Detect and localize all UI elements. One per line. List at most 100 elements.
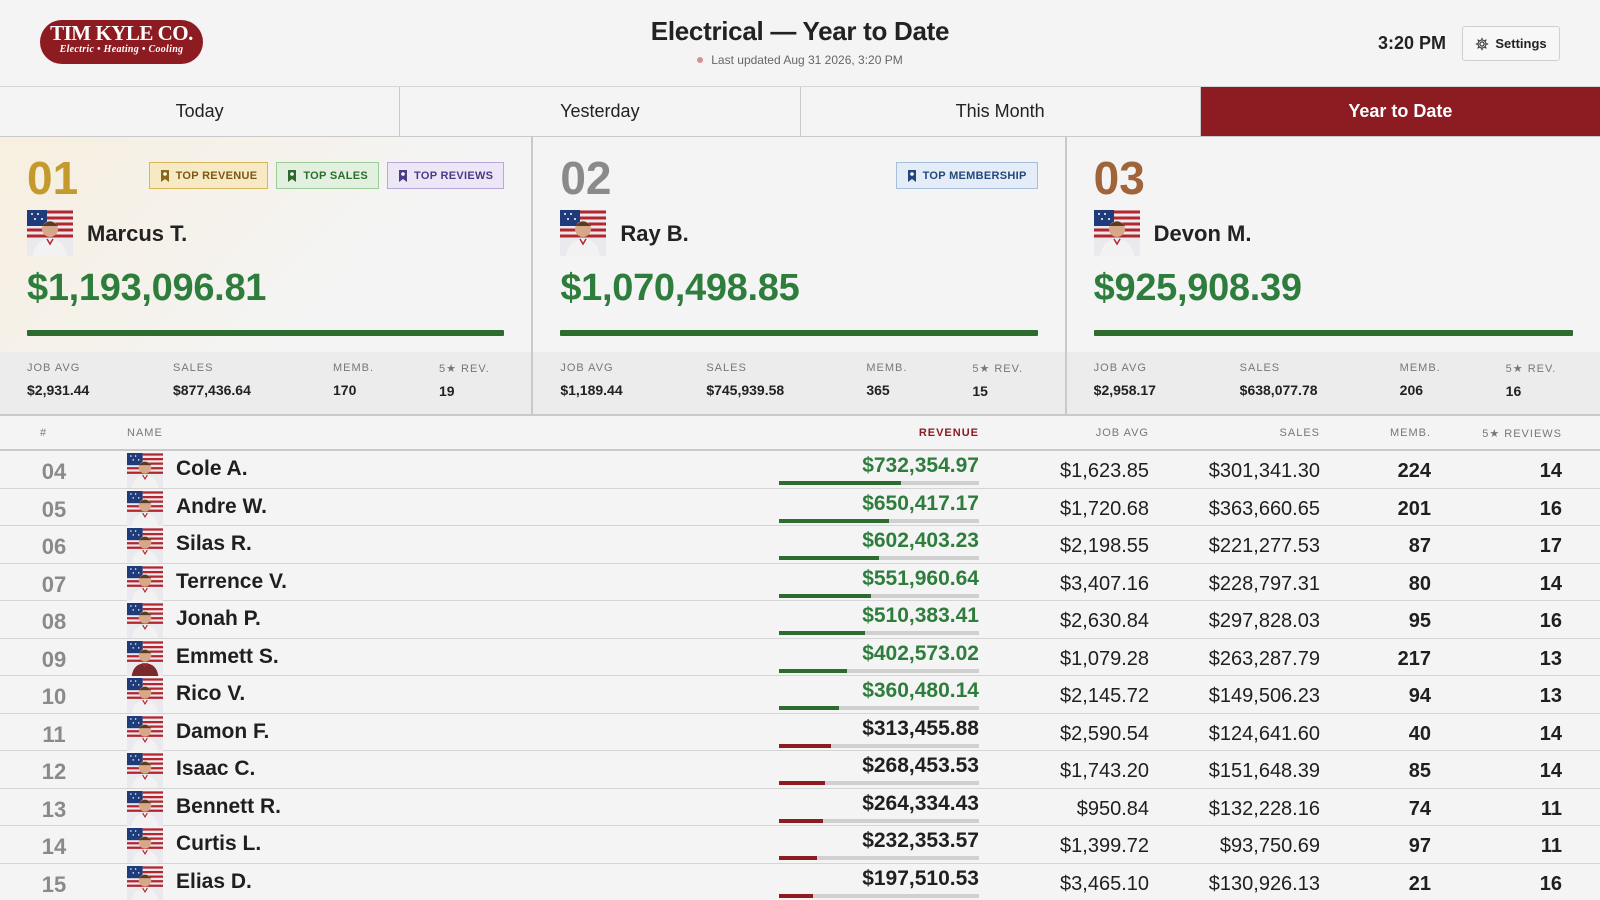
- table-row[interactable]: 05 Andre W. $650,417.17 $1,720.68 $363,660.6…: [0, 489, 1600, 526]
- row-reviews: 11: [1540, 797, 1562, 820]
- row-job-avg: $3,465.10: [1060, 872, 1149, 895]
- row-name: Bennett R.: [176, 794, 281, 818]
- badge-label: TOP SALES: [303, 169, 369, 182]
- col-name: NAME: [127, 427, 163, 439]
- row-revenue: $650,417.17: [862, 491, 979, 515]
- badge-group: TOP REVENUE TOP SALES TOP REVIEWS: [148, 162, 505, 189]
- stat-label: MEMB.: [333, 362, 375, 374]
- leaderboard-rows: 04 Cole A. $732,354.97 $1,623.85 $301,341.30…: [0, 451, 1600, 900]
- avatar: [127, 678, 163, 713]
- row-name: Jonah P.: [176, 607, 261, 630]
- revenue-progress-bar: [779, 668, 979, 673]
- podium-card-3[interactable]: 03 Devon M. $925,908.39 JOB AVG $2,958.17 SAL…: [1066, 137, 1600, 414]
- row-sales: $363,660.65: [1208, 497, 1320, 520]
- row-name: Curtis L.: [176, 832, 262, 855]
- row-job-avg: $2,198.55: [1060, 535, 1149, 557]
- podium: 01 TOP REVENUE TOP SALES TOP REVIEWS Marcus …: [0, 137, 1600, 416]
- row-reviews: 16: [1539, 610, 1562, 632]
- table-row[interactable]: 09 Emmett S. $402,573.02 $1,079.28 $263,287.…: [0, 639, 1600, 676]
- stat-value: $638,077.78: [1239, 382, 1318, 398]
- row-reviews: 17: [1539, 535, 1562, 557]
- row-memb: 97: [1408, 835, 1431, 857]
- row-revenue: $602,403.23: [862, 529, 979, 552]
- row-rank: 10: [41, 684, 67, 709]
- rank-number: 02: [560, 152, 612, 204]
- avatar: [127, 528, 163, 563]
- revenue-bar: [27, 330, 505, 336]
- ribbon-icon: [399, 169, 408, 182]
- revenue-progress-fill: [779, 706, 839, 710]
- podium-card-1[interactable]: 01 TOP REVENUE TOP SALES TOP REVIEWS Marcus …: [0, 137, 534, 414]
- row-job-avg: $2,145.72: [1060, 685, 1149, 707]
- stat-job-avg: JOB AVG $2,931.44: [27, 362, 89, 398]
- ribbon-icon: [160, 169, 169, 182]
- row-name: Elias D.: [176, 869, 252, 893]
- stat-value: 206: [1399, 382, 1424, 398]
- row-reviews: 14: [1539, 572, 1562, 595]
- row-memb: 217: [1397, 647, 1431, 670]
- revenue-progress-fill: [779, 818, 823, 823]
- row-reviews: 13: [1539, 647, 1562, 670]
- table-row[interactable]: 14 Curtis L. $232,353.57 $1,399.72 $93,750.6…: [0, 826, 1600, 864]
- row-rank: 04: [41, 459, 67, 484]
- stat-memb: MEMB. 365: [866, 362, 907, 398]
- table-row[interactable]: 06 Silas R. $602,403.23 $2,198.55 $221,277.5…: [0, 526, 1600, 564]
- row-memb: 95: [1408, 610, 1431, 632]
- badge-label: TOP REVIEWS: [414, 169, 494, 182]
- stat-value: $2,958.17: [1093, 382, 1156, 398]
- gear-icon: [1476, 37, 1489, 50]
- row-revenue: $360,480.14: [862, 679, 979, 702]
- row-sales: $149,506.23: [1208, 685, 1320, 707]
- stat-sales: SALES $638,077.78: [1240, 362, 1318, 398]
- revenue-progress-fill: [779, 593, 871, 598]
- col-revenue[interactable]: REVENUE: [918, 427, 979, 439]
- table-row[interactable]: 12 Isaac C. $268,453.53 $1,743.20 $151,648.3…: [0, 751, 1600, 789]
- badge-top-sales: TOP SALES: [276, 162, 380, 189]
- stat-sales: SALES $745,939.58: [706, 362, 784, 398]
- row-rank: 07: [41, 571, 67, 597]
- table-row[interactable]: 15 Elias D. $197,510.53 $3,465.10 $130,926.1…: [0, 864, 1600, 900]
- tab-yesterday[interactable]: Yesterday: [400, 87, 801, 136]
- revenue-progress-fill: [779, 631, 865, 635]
- row-name: Silas R.: [176, 532, 252, 555]
- row-memb: 40: [1408, 722, 1431, 745]
- table-row[interactable]: 07 Terrence V. $551,960.64 $3,407.16 $228,79…: [0, 564, 1600, 601]
- tab-year-to-date[interactable]: Year to Date: [1200, 87, 1600, 136]
- row-memb: 87: [1408, 535, 1431, 557]
- stat-value: 170: [333, 382, 357, 398]
- settings-button[interactable]: Settings: [1462, 26, 1560, 61]
- revenue-progress-fill: [779, 481, 901, 485]
- col-job-avg[interactable]: JOB AVG: [1095, 427, 1149, 439]
- stat-value: 365: [866, 382, 890, 398]
- revenue-progress-fill: [779, 893, 813, 898]
- row-memb: 21: [1408, 872, 1431, 895]
- revenue-progress-bar: [779, 631, 979, 635]
- technician-name: Marcus T.: [87, 221, 188, 246]
- col-sales[interactable]: SALES: [1279, 427, 1320, 439]
- row-name: Andre W.: [176, 494, 268, 518]
- podium-card-2[interactable]: 02 TOP MEMBERSHIP Ray B. $1,070,498.85 JOB A…: [533, 137, 1067, 414]
- row-job-avg: $2,630.84: [1060, 610, 1149, 632]
- row-rank: 15: [41, 871, 67, 897]
- stat-rev: 5★ REV. 16: [1506, 362, 1557, 399]
- stat-label: SALES: [1239, 362, 1281, 374]
- avatar: [127, 715, 163, 751]
- rank-number: 01: [27, 152, 79, 204]
- col-memb[interactable]: MEMB.: [1389, 427, 1431, 439]
- table-row[interactable]: 13 Bennett R. $264,334.43 $950.84 $132,228.1…: [0, 789, 1600, 826]
- row-revenue: $313,455.88: [862, 716, 979, 740]
- row-name: Damon F.: [176, 719, 270, 743]
- row-job-avg: $1,743.20: [1060, 760, 1149, 782]
- avatar: [127, 753, 163, 788]
- table-row[interactable]: 11 Damon F. $313,455.88 $2,590.54 $124,641.6…: [0, 714, 1600, 751]
- avatar: [560, 210, 607, 256]
- row-reviews: 14: [1539, 460, 1562, 482]
- tab-today[interactable]: Today: [0, 87, 401, 136]
- col-reviews[interactable]: 5★ REVIEWS: [1482, 428, 1562, 440]
- table-row[interactable]: 08 Jonah P. $510,383.41 $2,630.84 $297,828.0…: [0, 601, 1600, 639]
- tab-this-month[interactable]: This Month: [800, 87, 1201, 136]
- row-name: Cole A.: [176, 457, 248, 480]
- logo-tagline: Electric • Heating • Cooling: [59, 44, 184, 55]
- table-row[interactable]: 04 Cole A. $732,354.97 $1,623.85 $301,341.30…: [0, 451, 1600, 489]
- table-row[interactable]: 10 Rico V. $360,480.14 $2,145.72 $149,506.23…: [0, 676, 1600, 714]
